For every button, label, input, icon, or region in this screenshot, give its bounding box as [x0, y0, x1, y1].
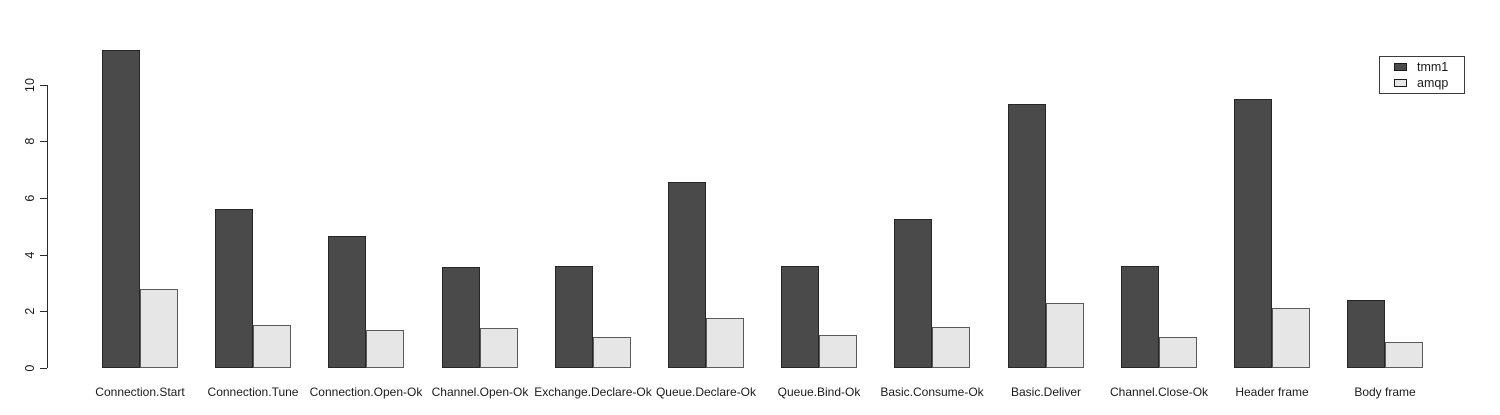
bar-tmm1: [1121, 265, 1159, 368]
bar-tmm1: [668, 182, 706, 368]
x-category-label: Exchange.Declare-Ok: [534, 385, 652, 399]
bar-tmm1: [442, 267, 480, 368]
legend-row-amqp: amqp: [1394, 75, 1464, 90]
y-tick-label: 8: [23, 137, 37, 145]
bar-tmm1: [894, 219, 932, 368]
bar-amqp: [140, 288, 178, 368]
legend-row-tmm1: tmm1: [1394, 59, 1464, 74]
y-tick: [40, 254, 47, 256]
x-category-label: Body frame: [1354, 385, 1416, 399]
x-category-label: Connection.Start: [95, 385, 185, 399]
y-tick: [40, 84, 47, 86]
x-category-label: Connection.Open-Ok: [309, 385, 423, 399]
bar-amqp: [1046, 302, 1084, 368]
y-tick-label: 10: [23, 77, 37, 92]
bar-amqp: [1159, 336, 1197, 368]
y-axis-line: [47, 84, 48, 368]
y-tick-label: 6: [23, 194, 37, 202]
legend-swatch-tmm1: [1394, 63, 1407, 71]
y-tick: [40, 141, 47, 143]
bar-tmm1: [102, 50, 140, 368]
bar-amqp: [706, 318, 744, 368]
y-tick-label: 4: [23, 251, 37, 259]
x-category-label: Header frame: [1235, 385, 1309, 399]
x-category-label: Channel.Close-Ok: [1109, 385, 1209, 399]
y-tick-label: 2: [23, 307, 37, 315]
bar-tmm1: [215, 209, 253, 368]
bar-amqp: [1272, 308, 1310, 368]
bar-amqp: [366, 329, 404, 368]
bar-tmm1: [1234, 98, 1272, 368]
x-category-label: Basic.Deliver: [1010, 385, 1082, 399]
legend: tmm1 amqp: [1379, 56, 1465, 94]
legend-swatch-amqp: [1394, 79, 1407, 87]
bar-amqp: [819, 335, 857, 368]
x-category-label: Queue.Declare-Ok: [655, 385, 757, 399]
y-tick-label: 0: [23, 364, 37, 372]
bar-tmm1: [555, 265, 593, 368]
legend-label-tmm1: tmm1: [1417, 59, 1449, 74]
bar-amqp: [932, 326, 970, 368]
bar-amqp: [1385, 342, 1423, 368]
bar-amqp: [480, 328, 518, 368]
bar-amqp: [593, 336, 631, 368]
x-category-label: Basic.Consume-Ok: [880, 385, 984, 399]
y-tick: [40, 311, 47, 313]
bar-tmm1: [328, 236, 366, 368]
y-tick: [40, 368, 47, 369]
bar-amqp: [253, 325, 291, 368]
x-category-label: Queue.Bind-Ok: [777, 385, 861, 399]
legend-label-amqp: amqp: [1417, 75, 1449, 90]
x-category-label: Connection.Tune: [207, 385, 299, 399]
x-category-label: Channel.Open-Ok: [431, 385, 529, 399]
bar-tmm1: [781, 265, 819, 368]
bar-tmm1: [1008, 104, 1046, 368]
bar-tmm1: [1347, 299, 1385, 368]
y-tick: [40, 197, 47, 199]
